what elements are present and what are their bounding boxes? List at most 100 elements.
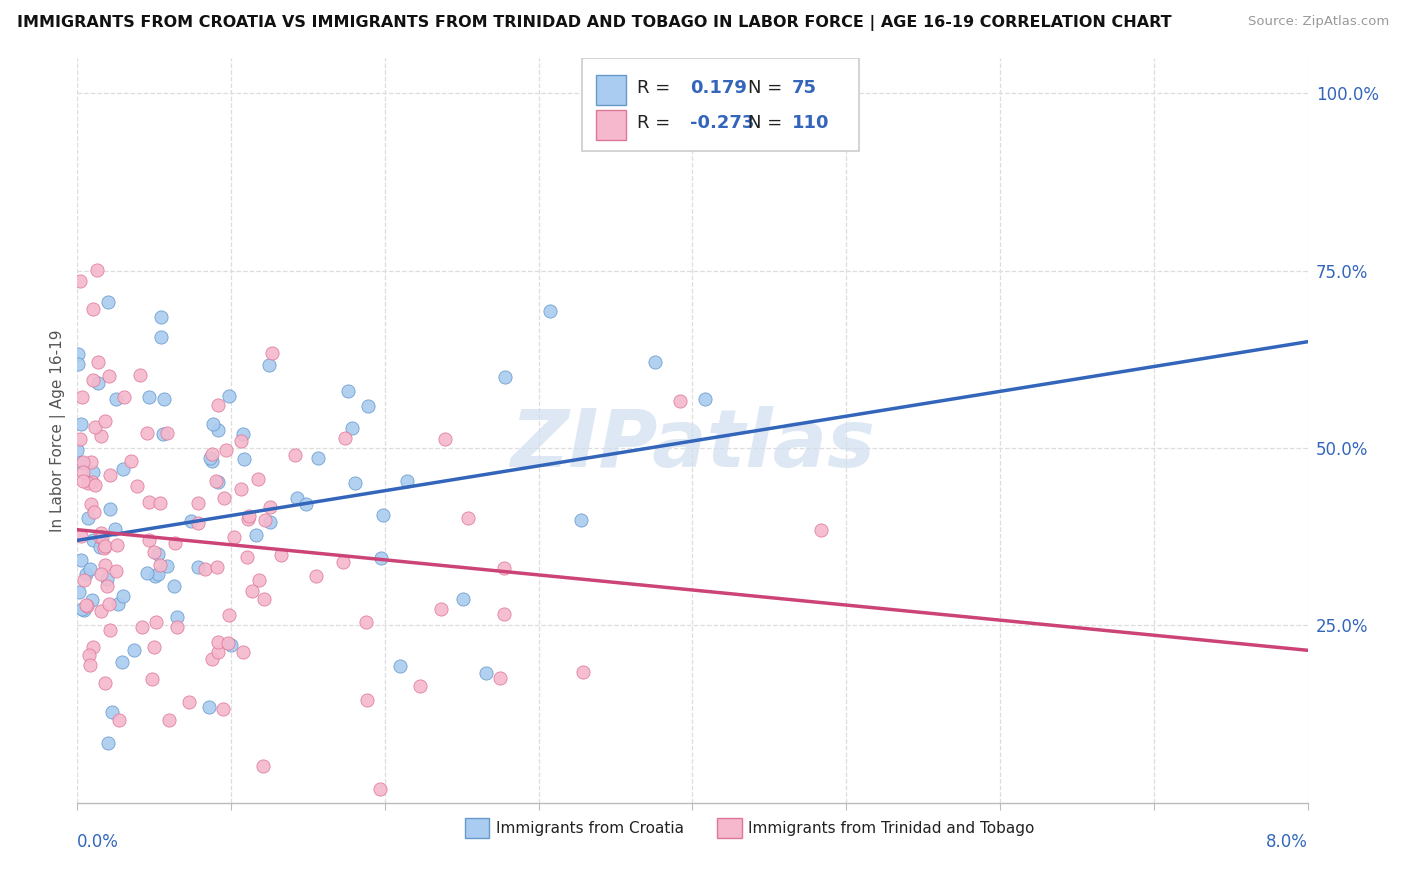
Point	[388, 659, 411, 673]
FancyBboxPatch shape	[465, 819, 489, 838]
Point	[205, 559, 228, 574]
Point	[370, 550, 392, 565]
Point	[229, 434, 252, 449]
Point	[644, 355, 666, 369]
Point	[356, 692, 378, 706]
Point	[194, 562, 217, 576]
Point	[150, 310, 173, 324]
Point	[70, 602, 93, 616]
Point	[409, 679, 432, 693]
Point	[235, 549, 257, 564]
Y-axis label: In Labor Force | Age 16-19: In Labor Force | Age 16-19	[51, 329, 66, 532]
Point	[69, 274, 91, 288]
FancyBboxPatch shape	[596, 110, 626, 140]
Point	[70, 529, 93, 543]
Point	[75, 567, 97, 582]
Point	[254, 512, 277, 526]
Point	[79, 657, 101, 672]
FancyBboxPatch shape	[582, 58, 859, 151]
Point	[285, 491, 308, 505]
Text: 75: 75	[792, 78, 817, 96]
Point	[136, 425, 159, 440]
Point	[111, 589, 134, 603]
Point	[232, 426, 254, 441]
Point	[305, 568, 328, 582]
Point	[232, 451, 254, 466]
Point	[187, 496, 209, 510]
Point	[207, 635, 229, 649]
Point	[146, 547, 169, 561]
Point	[90, 429, 112, 443]
Point	[474, 665, 496, 680]
Point	[138, 390, 160, 404]
Point	[396, 474, 419, 488]
Point	[810, 524, 832, 538]
Point	[98, 468, 121, 483]
Point	[494, 370, 516, 384]
Point	[149, 330, 172, 344]
Point	[337, 384, 360, 398]
Point	[143, 569, 166, 583]
Point	[451, 592, 474, 607]
Point	[93, 414, 115, 428]
Point	[125, 479, 148, 493]
FancyBboxPatch shape	[717, 819, 742, 838]
Point	[257, 358, 280, 372]
Point	[207, 645, 229, 659]
Point	[198, 450, 221, 465]
Point	[91, 530, 114, 544]
Point	[87, 355, 110, 369]
Point	[111, 655, 134, 669]
Point	[94, 676, 117, 690]
Point	[73, 573, 96, 587]
Text: R =: R =	[637, 114, 671, 132]
Point	[219, 638, 242, 652]
Text: 110: 110	[792, 114, 830, 132]
Point	[70, 417, 93, 432]
Point	[187, 560, 209, 574]
Point	[232, 645, 254, 659]
Point	[104, 565, 127, 579]
Text: 8.0%: 8.0%	[1265, 832, 1308, 851]
Point	[205, 474, 228, 488]
Point	[105, 392, 128, 407]
Point	[67, 585, 90, 599]
Text: Source: ZipAtlas.com: Source: ZipAtlas.com	[1249, 15, 1389, 29]
Point	[200, 651, 222, 665]
Text: Immigrants from Croatia: Immigrants from Croatia	[496, 821, 683, 836]
Point	[82, 640, 104, 654]
Point	[90, 604, 112, 618]
Text: 0.179: 0.179	[690, 78, 747, 96]
Point	[166, 610, 188, 624]
Point	[82, 533, 104, 547]
Point	[105, 538, 128, 552]
Point	[340, 421, 363, 435]
Point	[494, 607, 516, 621]
Point	[253, 591, 276, 606]
Point	[70, 390, 93, 404]
Point	[90, 566, 112, 581]
Point	[82, 373, 104, 387]
Point	[80, 455, 103, 469]
Point	[66, 442, 89, 457]
Point	[693, 392, 716, 406]
Point	[111, 461, 134, 475]
Point	[332, 555, 354, 569]
Point	[98, 597, 121, 611]
Point	[246, 472, 269, 486]
Point	[112, 390, 135, 404]
Point	[157, 713, 180, 727]
Point	[98, 502, 121, 516]
Point	[307, 450, 329, 465]
Point	[70, 456, 93, 470]
Point	[207, 398, 229, 412]
Text: R =: R =	[637, 78, 671, 96]
Point	[145, 615, 167, 629]
Point	[215, 442, 238, 457]
Point	[98, 623, 121, 637]
Point	[153, 392, 176, 406]
Point	[333, 431, 356, 445]
Point	[93, 539, 115, 553]
Point	[247, 573, 270, 587]
Point	[368, 781, 391, 796]
